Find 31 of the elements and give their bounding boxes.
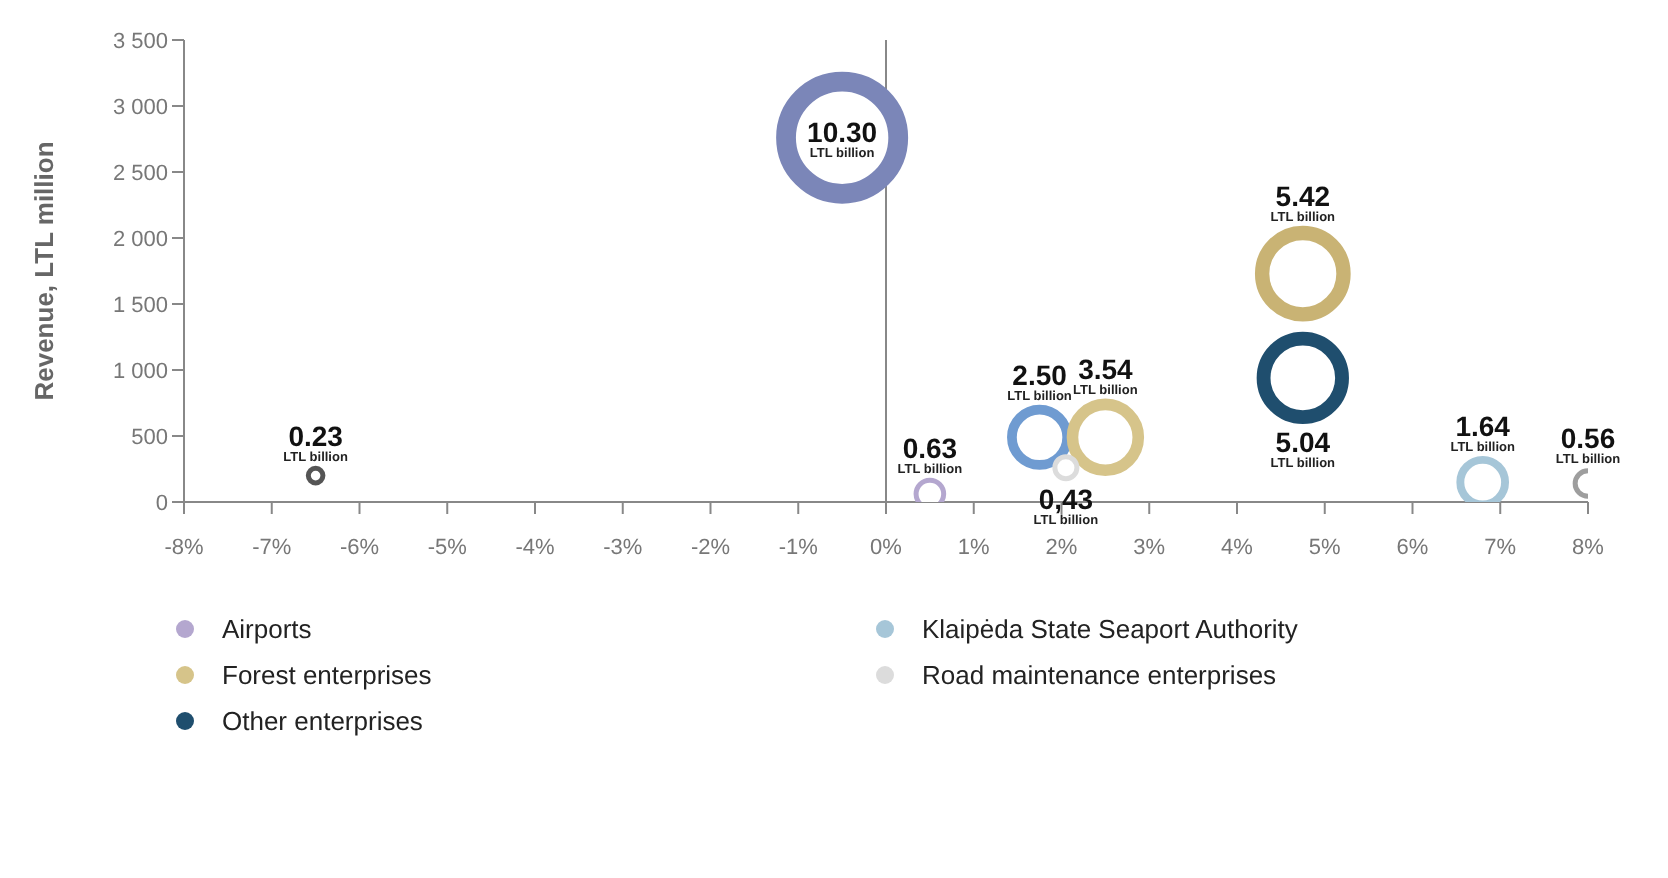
y-tick-label: 1 500 [112, 293, 168, 318]
x-tick-label: 8% [1572, 535, 1605, 560]
x-tick-label: -2% [690, 535, 731, 560]
x-tick-label: 7% [1484, 535, 1517, 560]
y-tick-label: 3 500 [112, 29, 168, 54]
x-tick-label: 5% [1308, 535, 1342, 560]
x-tick-label: 4% [1221, 535, 1254, 560]
legend-label: Forest enterprises [222, 660, 432, 690]
x-tick-label: 3% [1133, 535, 1166, 560]
x-tick-label: -4% [515, 535, 555, 560]
x-tick-label: -5% [427, 535, 468, 560]
legend-label: Other enterprises [222, 706, 423, 736]
x-tick-label: -3% [603, 535, 643, 560]
y-axis-title: Revenue, LTL million [29, 141, 60, 401]
y-tick-label: 0 [155, 491, 168, 516]
y-tick-label: 2 500 [112, 161, 168, 186]
x-tick-label: -6% [339, 535, 380, 560]
y-tick-label: 2 000 [112, 227, 168, 252]
x-tick-label: -7% [252, 535, 292, 560]
x-tick-label: 2% [1045, 535, 1078, 560]
legend-label: Road maintenance enterprises [922, 660, 1277, 690]
legend-label: Klaipėda State Seaport Authority [922, 614, 1298, 644]
legend-label: Airports [222, 614, 312, 644]
x-tick-label: 6% [1396, 535, 1429, 560]
x-tick-label: 1% [957, 535, 991, 560]
x-tick-label: 0% [870, 535, 903, 560]
x-tick-label: -8% [164, 535, 204, 560]
y-tick-label: 3 000 [112, 95, 168, 120]
y-tick-label: 500 [131, 425, 168, 450]
y-tick-label: 1 000 [112, 359, 168, 384]
x-tick-label: -1% [778, 535, 819, 560]
